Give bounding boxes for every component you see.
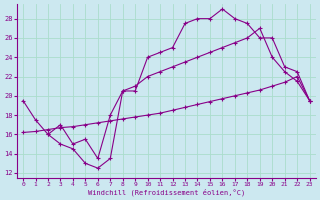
X-axis label: Windchill (Refroidissement éolien,°C): Windchill (Refroidissement éolien,°C) xyxy=(88,188,245,196)
